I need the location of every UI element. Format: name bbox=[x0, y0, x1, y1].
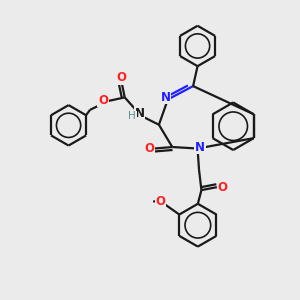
Text: O: O bbox=[117, 71, 127, 84]
Text: O: O bbox=[217, 181, 227, 194]
Text: N: N bbox=[195, 140, 205, 154]
Text: O: O bbox=[144, 142, 154, 155]
Text: N: N bbox=[135, 107, 145, 120]
Text: O: O bbox=[155, 195, 165, 208]
Text: O: O bbox=[98, 94, 108, 107]
Text: H: H bbox=[128, 111, 136, 122]
Text: N: N bbox=[160, 91, 170, 103]
